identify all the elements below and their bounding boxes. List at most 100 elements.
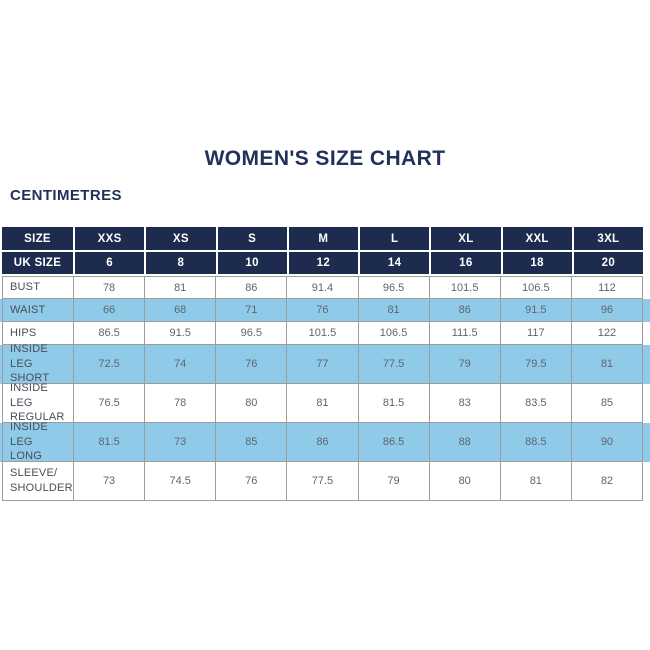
measurement-value: 106.5 (499, 277, 571, 298)
measurement-value: 81 (357, 299, 429, 321)
header-row-size: SIZE XXS XS S M L XL XXL 3XL (0, 227, 650, 250)
measurement-label: WAIST (2, 299, 73, 321)
measurement-value: 73 (144, 423, 215, 461)
measurement-value: 81.5 (73, 423, 144, 461)
measurement-value: 80 (428, 462, 500, 500)
measurement-value: 90 (570, 423, 643, 461)
size-cell: L (360, 227, 430, 250)
measurement-label: INSIDE LEG SHORT (2, 343, 73, 384)
table-row: SLEEVE/ SHOULDER 73 74.5 76 77.5 79 80 81 82 (0, 462, 650, 501)
table-row-cells: INSIDE LEG SHORT 72.5 74 76 77 77.5 79 79.5 81 (2, 343, 643, 384)
measurement-value: 74.5 (144, 462, 215, 500)
measurement-value: 81.5 (357, 384, 429, 422)
measurement-value: 78 (144, 384, 215, 422)
uk-size-cell: 10 (217, 252, 287, 274)
measurement-value: 112 (570, 277, 643, 298)
size-row-label: SIZE (2, 227, 73, 250)
measurement-value: 81 (570, 345, 643, 383)
measurement-value: 73 (73, 462, 144, 500)
measurement-value: 86 (286, 423, 357, 461)
size-cell: S (217, 227, 287, 250)
size-cell: XXS (75, 227, 145, 250)
measurement-value: 86 (428, 299, 500, 321)
measurement-value: 85 (215, 423, 286, 461)
table-row: INSIDE LEG SHORT 72.5 74 76 77 77.5 79 79.5 81 (0, 343, 650, 384)
measurement-value: 77.5 (286, 462, 357, 500)
measurement-value: 82 (570, 462, 643, 500)
uk-size-cell: 20 (573, 252, 643, 274)
measurement-value: 86 (215, 277, 286, 298)
measurement-value: 76 (215, 345, 286, 383)
measurement-value: 66 (73, 299, 144, 321)
measurement-value: 117 (499, 322, 571, 344)
measurement-value: 77.5 (357, 345, 429, 383)
measurement-value: 81 (144, 277, 215, 298)
uk-size-row-label: UK SIZE (2, 252, 73, 274)
size-cell: XXL (502, 227, 572, 250)
measurement-value: 76 (215, 462, 286, 500)
measurement-value: 81 (499, 462, 571, 500)
measurement-label: INSIDE LEG REGULAR (2, 382, 73, 423)
header-row-uk-size: UK SIZE 6 8 10 12 14 16 18 20 (0, 252, 650, 274)
measurement-value: 86.5 (357, 423, 429, 461)
size-cell: XS (146, 227, 216, 250)
measurement-value: 101.5 (428, 277, 500, 298)
measurement-label: INSIDE LEG LONG (2, 421, 73, 462)
measurement-value: 96.5 (215, 322, 286, 344)
measurement-value: 83.5 (499, 384, 571, 422)
measurement-value: 91.5 (499, 299, 571, 321)
measurement-value: 91.4 (286, 277, 357, 298)
uk-size-cell: 18 (502, 252, 572, 274)
measurement-value: 101.5 (286, 322, 357, 344)
measurement-value: 88 (428, 423, 500, 461)
table-row: INSIDE LEG LONG 81.5 73 85 86 86.5 88 88.5 90 (0, 421, 650, 462)
measurement-value: 122 (570, 322, 643, 344)
header-row-size-cells: SIZE XXS XS S M L XL XXL 3XL (2, 227, 643, 250)
table-row: BUST 78 81 86 91.4 96.5 101.5 106.5 112 (0, 276, 650, 299)
measurement-value: 81 (286, 384, 357, 422)
size-cell: 3XL (573, 227, 643, 250)
measurement-value: 76 (286, 299, 357, 321)
measurement-value: 77 (286, 345, 357, 383)
measurement-label: HIPS (2, 322, 73, 344)
uk-size-cell: 12 (288, 252, 358, 274)
size-cell: M (288, 227, 358, 250)
uk-size-cell: 16 (431, 252, 501, 274)
table-row-cells: HIPS 86.5 91.5 96.5 101.5 106.5 111.5 117 122 (2, 322, 643, 345)
measurement-value: 88.5 (499, 423, 571, 461)
measurement-value: 72.5 (73, 345, 144, 383)
page-title: WOMEN'S SIZE CHART (204, 147, 446, 170)
measurement-value: 91.5 (144, 322, 215, 344)
measurement-label: SLEEVE/ SHOULDER (2, 462, 73, 500)
measurement-value: 85 (570, 384, 643, 422)
measurement-value: 86.5 (73, 322, 144, 344)
units-label: CENTIMETRES (10, 187, 122, 204)
measurement-value: 83 (428, 384, 500, 422)
measurement-label: BUST (2, 277, 73, 298)
uk-size-cell: 6 (75, 252, 145, 274)
table-row: HIPS 86.5 91.5 96.5 101.5 106.5 111.5 117 122 (0, 322, 650, 345)
measurement-value: 111.5 (428, 322, 500, 344)
measurement-value: 74 (144, 345, 215, 383)
measurement-value: 106.5 (357, 322, 429, 344)
table-row-cells: BUST 78 81 86 91.4 96.5 101.5 106.5 112 (2, 276, 643, 299)
header-row-uk-size-cells: UK SIZE 6 8 10 12 14 16 18 20 (2, 252, 643, 274)
measurement-value: 76.5 (73, 384, 144, 422)
table-row: WAIST 66 68 71 76 81 86 91.5 96 (0, 299, 650, 322)
table-row-cells: SLEEVE/ SHOULDER 73 74.5 76 77.5 79 80 81 82 (2, 462, 643, 501)
table-row-cells: WAIST 66 68 71 76 81 86 91.5 96 (2, 299, 643, 322)
measurement-value: 71 (215, 299, 286, 321)
uk-size-cell: 8 (146, 252, 216, 274)
table-row-cells: INSIDE LEG REGULAR 76.5 78 80 81 81.5 83 83.5 85 (2, 382, 643, 423)
table-row-cells: INSIDE LEG LONG 81.5 73 85 86 86.5 88 88.5 90 (2, 421, 643, 462)
measurement-value: 79.5 (499, 345, 571, 383)
measurement-value: 78 (73, 277, 144, 298)
uk-size-cell: 14 (360, 252, 430, 274)
size-chart-table: SIZE XXS XS S M L XL XXL 3XL UK SIZE 6 8 10 12 14 16 18 2… (0, 227, 650, 501)
measurement-value: 96 (570, 299, 643, 321)
table-row: INSIDE LEG REGULAR 76.5 78 80 81 81.5 83 83.5 85 (0, 382, 650, 423)
measurement-value: 79 (428, 345, 500, 383)
measurement-value: 79 (357, 462, 429, 500)
measurement-value: 80 (215, 384, 286, 422)
